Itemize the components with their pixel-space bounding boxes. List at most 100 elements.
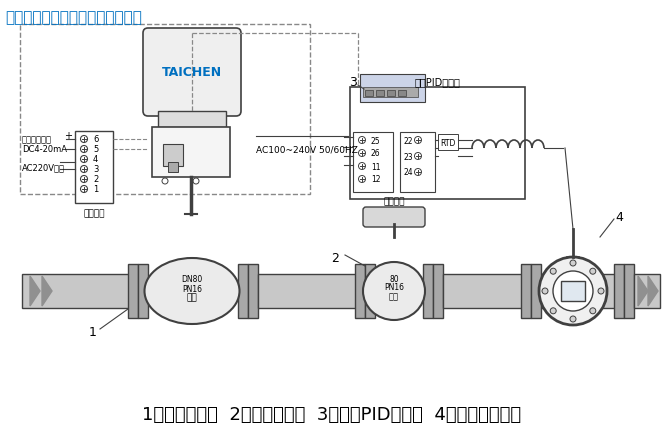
Text: 电动流量调节阀流量控制说明图：: 电动流量调节阀流量控制说明图： — [5, 10, 142, 25]
Ellipse shape — [363, 262, 425, 320]
Text: +: + — [64, 131, 72, 141]
Circle shape — [550, 308, 556, 314]
Bar — [365, 265, 375, 318]
Circle shape — [414, 169, 422, 176]
Text: 11: 11 — [371, 162, 380, 171]
Bar — [258, 274, 363, 308]
Bar — [634, 274, 660, 308]
Circle shape — [414, 137, 422, 144]
Text: DN80: DN80 — [181, 274, 203, 283]
Circle shape — [570, 260, 576, 266]
Text: 2: 2 — [93, 175, 98, 184]
Text: 25: 25 — [371, 136, 380, 145]
Bar — [423, 265, 433, 318]
Bar — [353, 132, 393, 193]
Text: AC220V电压: AC220V电压 — [22, 163, 65, 172]
Circle shape — [80, 146, 88, 153]
Bar — [531, 265, 541, 318]
Text: RTD: RTD — [440, 138, 456, 147]
Bar — [168, 163, 178, 173]
Polygon shape — [42, 276, 52, 306]
Bar — [238, 265, 248, 318]
Circle shape — [80, 136, 88, 143]
Bar — [75, 132, 113, 204]
Text: 1: 1 — [93, 185, 98, 194]
Text: TAICHEN: TAICHEN — [162, 66, 222, 79]
Text: 3: 3 — [93, 165, 98, 174]
Bar — [248, 265, 258, 318]
Bar — [363, 88, 418, 98]
Text: 12: 12 — [371, 175, 380, 184]
Polygon shape — [30, 276, 40, 306]
Text: DC4-20mA: DC4-20mA — [22, 145, 67, 154]
Circle shape — [414, 153, 422, 160]
Text: PN16: PN16 — [182, 284, 202, 293]
Circle shape — [598, 288, 604, 294]
Circle shape — [590, 268, 596, 274]
Bar — [163, 145, 183, 167]
Text: 24: 24 — [404, 168, 414, 177]
Text: 接线端子: 接线端子 — [83, 209, 105, 218]
Circle shape — [80, 156, 88, 163]
Bar — [376, 91, 384, 97]
Circle shape — [553, 271, 593, 311]
Bar — [624, 265, 634, 318]
Bar — [561, 281, 585, 301]
Text: 3: 3 — [349, 76, 357, 89]
Bar — [152, 128, 230, 178]
Circle shape — [80, 176, 88, 183]
Text: 22: 22 — [404, 136, 414, 145]
Bar — [443, 274, 523, 308]
Circle shape — [80, 166, 88, 173]
Bar — [360, 75, 425, 103]
Text: AC100~240V 50/60HZ: AC100~240V 50/60HZ — [256, 145, 358, 154]
Circle shape — [542, 288, 548, 294]
Bar — [350, 88, 525, 199]
Bar — [398, 91, 406, 97]
Bar — [365, 91, 373, 97]
Bar — [158, 112, 226, 128]
Polygon shape — [638, 276, 648, 306]
FancyBboxPatch shape — [143, 29, 241, 117]
Text: 4: 4 — [93, 155, 98, 164]
Circle shape — [80, 186, 88, 193]
Text: 1: 1 — [89, 326, 97, 339]
Circle shape — [590, 308, 596, 314]
Text: 2: 2 — [331, 251, 339, 264]
Circle shape — [359, 176, 365, 183]
Circle shape — [539, 257, 607, 325]
Text: 6: 6 — [93, 135, 98, 144]
Ellipse shape — [145, 259, 240, 324]
Circle shape — [550, 268, 556, 274]
Text: 5: 5 — [93, 145, 98, 154]
Bar — [433, 265, 443, 318]
Circle shape — [193, 178, 199, 184]
Circle shape — [359, 150, 365, 157]
Text: PN16: PN16 — [384, 283, 404, 292]
Text: 23: 23 — [404, 152, 414, 161]
Text: 26: 26 — [371, 149, 380, 158]
Text: 接线端子: 接线端子 — [383, 197, 405, 206]
Bar — [614, 265, 624, 318]
Circle shape — [162, 178, 168, 184]
Bar — [355, 265, 365, 318]
Text: 80: 80 — [389, 274, 399, 283]
Text: 智能PID调节器: 智能PID调节器 — [414, 77, 460, 87]
Polygon shape — [648, 276, 658, 306]
Bar — [387, 91, 395, 97]
Bar — [523, 274, 625, 308]
Bar — [400, 132, 435, 193]
Text: 1、电动调节阀  2、手动截止阀  3、智能PID调节器  4、法兰式流量计: 1、电动调节阀 2、手动截止阀 3、智能PID调节器 4、法兰式流量计 — [143, 405, 521, 423]
Circle shape — [359, 137, 365, 144]
Circle shape — [570, 316, 576, 322]
Circle shape — [359, 163, 365, 170]
Text: 4: 4 — [615, 211, 623, 224]
Bar — [138, 265, 148, 318]
Text: 输入控制信号: 输入控制信号 — [22, 135, 52, 144]
Text: 台臣: 台臣 — [389, 292, 399, 301]
Bar — [521, 265, 531, 318]
Bar — [438, 135, 458, 151]
Bar — [128, 265, 138, 318]
Bar — [22, 274, 130, 308]
Text: 台臣: 台臣 — [187, 293, 197, 302]
